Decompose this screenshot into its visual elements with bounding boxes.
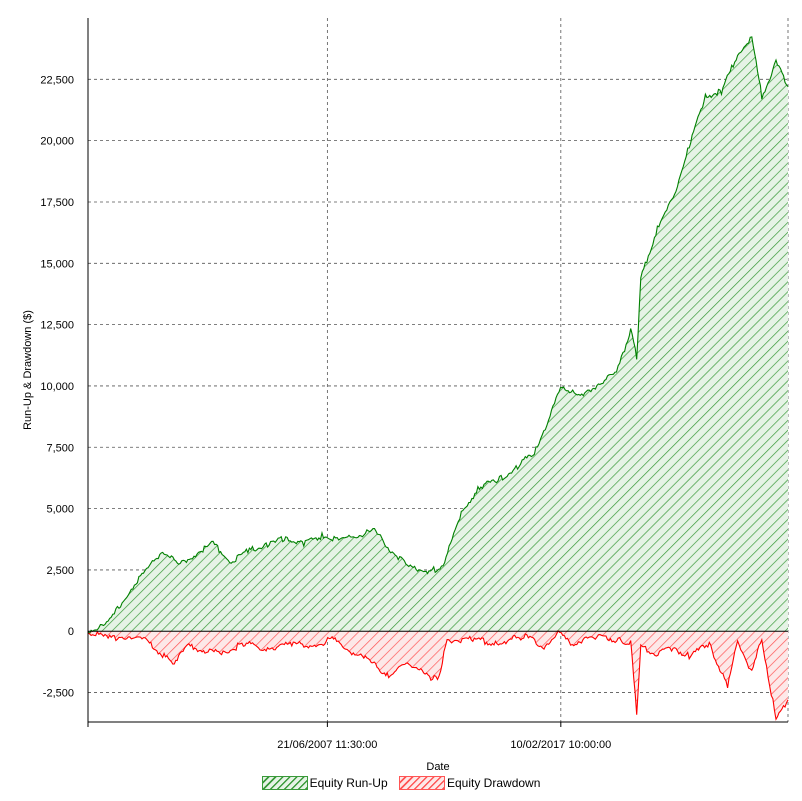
axes: -2,500 0 2,500 5,000 7,500 10,000 12,500 15,000… xyxy=(40,18,788,751)
series-area-drawdown xyxy=(88,630,788,720)
series-area-run-up xyxy=(88,36,788,634)
x-tick-label: 10/02/2017 10:00:00 xyxy=(510,739,611,751)
y-axis-title: Run-Up & Drawdown ($) xyxy=(22,310,34,430)
legend-item-equity-drawdown: Equity Drawdown xyxy=(399,776,540,790)
legend: Equity Run-Up Equity Drawdown xyxy=(0,776,802,793)
legend-label-equity-run-up: Equity Run-Up xyxy=(309,776,388,790)
y-tick-label: 0 xyxy=(68,626,74,638)
legend-item-equity-run-up: Equity Run-Up xyxy=(261,776,388,790)
legend-label-equity-drawdown: Equity Drawdown xyxy=(447,776,541,790)
series-line-run-up xyxy=(87,36,789,635)
y-tick-label: 15,000 xyxy=(40,258,74,270)
legend-swatch-red xyxy=(399,776,445,790)
y-tick-label: 2,500 xyxy=(46,565,74,577)
chart-svg: -2,500 0 2,500 5,000 7,500 10,000 12,500 15,000… xyxy=(22,18,789,773)
series-lines xyxy=(87,36,789,721)
series-line-drawdown xyxy=(87,629,789,721)
y-tick-label: 5,000 xyxy=(46,504,74,516)
y-tick-label: 12,500 xyxy=(40,320,74,332)
x-tick-label: 21/06/2007 11:30:00 xyxy=(277,739,377,751)
y-tick-label: 7,500 xyxy=(46,442,74,454)
y-tick-label: -2,500 xyxy=(43,688,74,700)
y-tick-label: 10,000 xyxy=(40,381,74,393)
y-tick-label: 17,500 xyxy=(40,197,74,209)
y-tick-label: 20,000 xyxy=(40,136,74,148)
series-areas xyxy=(88,36,788,720)
x-axis-title: Date xyxy=(426,761,449,773)
y-tick-label: 22,500 xyxy=(40,74,74,86)
legend-swatch-green xyxy=(261,776,308,790)
